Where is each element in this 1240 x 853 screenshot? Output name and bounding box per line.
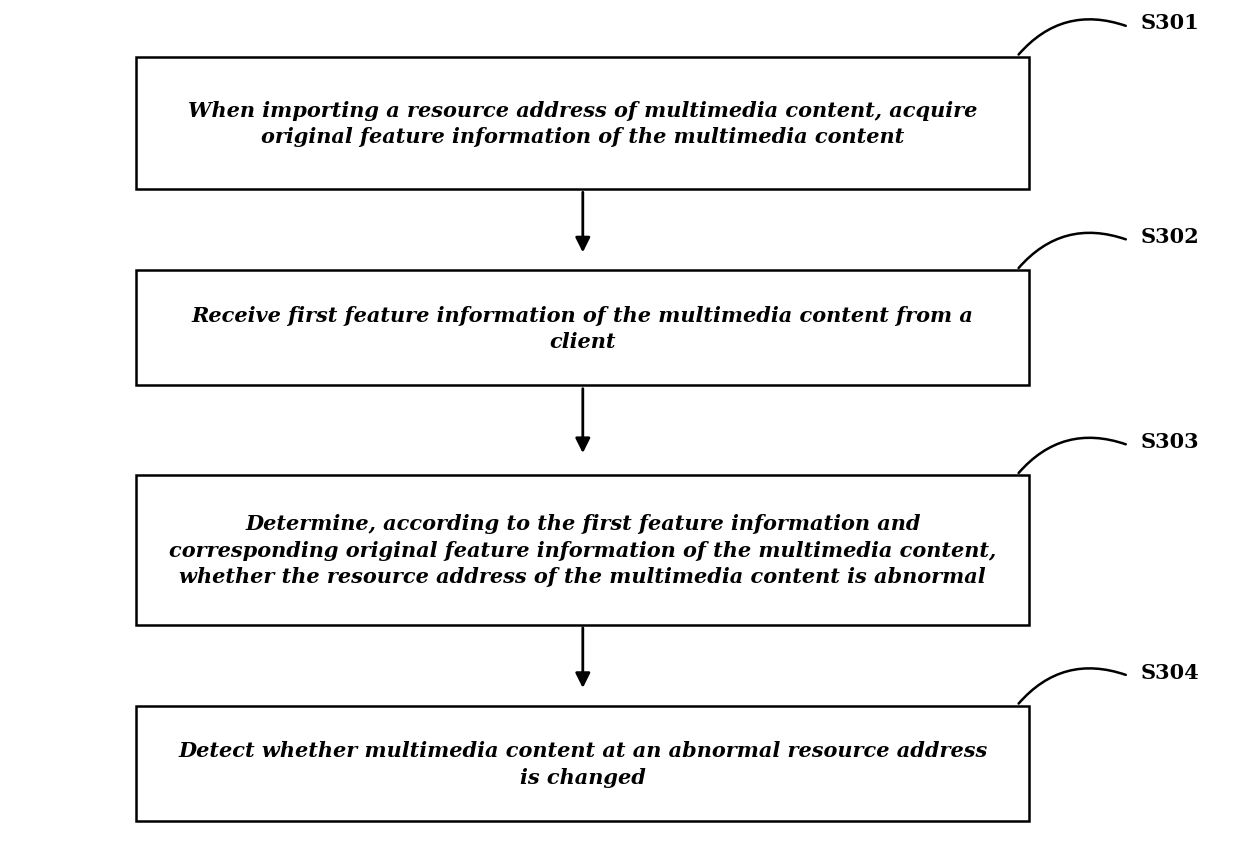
Text: S304: S304 bbox=[1141, 662, 1199, 682]
Text: Detect whether multimedia content at an abnormal resource address
is changed: Detect whether multimedia content at an … bbox=[179, 740, 987, 786]
Text: S303: S303 bbox=[1141, 432, 1199, 451]
Text: Receive first feature information of the multimedia content from a
client: Receive first feature information of the… bbox=[192, 305, 973, 351]
Text: When importing a resource address of multimedia content, acquire
original featur: When importing a resource address of mul… bbox=[188, 101, 977, 147]
FancyBboxPatch shape bbox=[136, 57, 1029, 189]
Text: Determine, according to the first feature information and
corresponding original: Determine, according to the first featur… bbox=[169, 514, 997, 587]
Text: S302: S302 bbox=[1141, 227, 1199, 247]
Text: S301: S301 bbox=[1141, 14, 1199, 33]
FancyBboxPatch shape bbox=[136, 706, 1029, 821]
FancyBboxPatch shape bbox=[136, 271, 1029, 386]
FancyBboxPatch shape bbox=[136, 476, 1029, 624]
